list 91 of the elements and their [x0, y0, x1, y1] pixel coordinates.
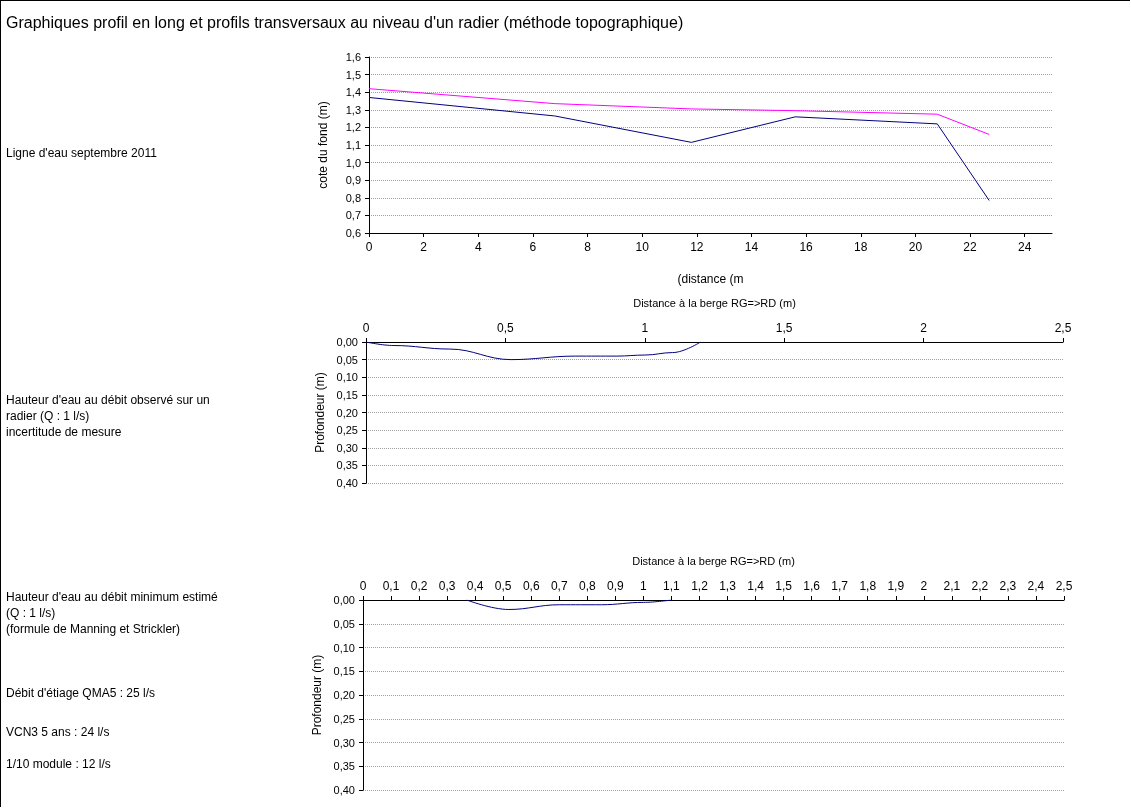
x-tick-label: 0,8 — [578, 579, 596, 593]
x-tick-label: 22 — [963, 240, 978, 254]
text: Ligne d'eau septembre 2011 — [6, 145, 158, 161]
y-tick-label: 0,30 — [336, 441, 358, 454]
y-tick-label: 0,35 — [333, 760, 355, 773]
y-axis-title: cote du fond (m) — [316, 101, 330, 189]
x-tick-label: 18 — [854, 240, 868, 254]
y-tick-label: 1,2 — [345, 121, 361, 134]
y-axis-title: Profondeur (m) — [309, 654, 324, 736]
y-tick-label: 0,40 — [333, 784, 355, 796]
y-tick-label: 0,05 — [333, 617, 355, 630]
y-tick-label: 0,7 — [345, 209, 361, 222]
x-tick-label: 1,8 — [859, 579, 877, 593]
y-axis-title: Profondeur (m) — [312, 372, 327, 453]
x-tick-label: 0,2 — [410, 579, 428, 593]
text: Hauteur d'eau au débit minimum estimé (Q : 1 l/s) (formule de Manning et Strickler) — [6, 589, 219, 637]
y-tick-label: 0,00 — [336, 336, 358, 348]
x-tick-label: 2,4 — [1027, 579, 1045, 593]
x-tick-label: 0,9 — [607, 579, 625, 593]
x-tick-label: 2,3 — [999, 579, 1017, 593]
x-tick-label: 0 — [365, 240, 373, 254]
x-tick-label: 2 — [920, 321, 928, 335]
x-tick-label: 2,1 — [943, 579, 961, 593]
x-tick-label: 8 — [584, 240, 592, 254]
y-tick-label: 0,20 — [336, 406, 358, 419]
x-tick-label: 24 — [1018, 240, 1032, 254]
x-tick-label: 0,7 — [550, 579, 568, 593]
y-tick-label: 0,40 — [336, 477, 358, 489]
y-tick-label: 0,15 — [336, 388, 358, 401]
x-tick-label: 0,6 — [522, 579, 540, 593]
y-tick-label: 0,20 — [333, 689, 355, 701]
y-tick-label: 0,10 — [336, 371, 358, 384]
y-tick-label: 0,35 — [336, 459, 358, 472]
x-tick-label: 2 — [420, 240, 428, 254]
text: VCN3 5 ans : 24 l/s — [6, 724, 111, 740]
chart-title: Graphiques profil en long et profils transversaux au niveau d'un radier (méthode topographique) — [6, 14, 684, 32]
y-tick-label: 0,8 — [345, 191, 361, 204]
x-tick-label: 0,4 — [466, 579, 484, 593]
x-tick-label: 10 — [635, 240, 650, 254]
x-tick-label: 0,3 — [438, 579, 456, 593]
x-tick-label: 1,3 — [719, 579, 737, 593]
x-tick-label: 2,5 — [1054, 321, 1072, 335]
y-tick-label: 0,25 — [333, 712, 355, 725]
x-tick-label: 1,1 — [663, 579, 681, 593]
x-tick-label: 2,2 — [971, 579, 989, 593]
x-tick-label: 1,9 — [887, 579, 905, 593]
y-tick-label: 1,3 — [345, 103, 361, 116]
text: Débit d'étiage QMA5 : 25 l/s — [6, 685, 157, 701]
line-series — [466, 599, 672, 610]
x-tick-label: 0,5 — [494, 579, 512, 593]
x-tick-label: 6 — [529, 240, 537, 254]
x-tick-label: 1 — [641, 321, 649, 335]
y-tick-label: 1,5 — [345, 68, 361, 81]
y-tick-label: 0,15 — [333, 665, 355, 678]
y-tick-label: 1,1 — [345, 139, 361, 151]
x-tick-label: 1,7 — [831, 579, 849, 593]
x-tick-label: 0 — [359, 579, 367, 593]
x-tick-label: 1,5 — [775, 579, 793, 593]
x-tick-label: 1,4 — [747, 579, 765, 593]
x-tick-label: 14 — [744, 240, 759, 254]
x-tick-label: 0 — [362, 321, 370, 335]
x-tick-label: 0,1 — [382, 579, 400, 593]
x-axis-title: Distance à la berge RG=>RD (m) — [632, 554, 795, 567]
x-tick-label: 1,2 — [691, 579, 709, 593]
x-tick-label: 4 — [474, 240, 482, 254]
line-series — [368, 88, 990, 135]
y-tick-label: 0,10 — [333, 641, 355, 654]
x-tick-label: 2,5 — [1055, 579, 1073, 593]
y-tick-label: 0,9 — [345, 174, 361, 187]
text: Hauteur d'eau au débit observé sur un radier (Q : 1 l/s) incertitude de mesure — [6, 392, 211, 440]
line-series — [368, 96, 990, 201]
text: 1/10 module : 12 l/s — [6, 756, 112, 772]
x-tick-label: 20 — [908, 240, 923, 254]
line-series — [365, 341, 702, 361]
y-tick-label: 0,00 — [333, 594, 355, 606]
y-tick-label: 1,6 — [345, 51, 361, 63]
x-tick-label: 0,5 — [497, 321, 515, 335]
x-tick-label: 1,6 — [803, 579, 821, 593]
y-tick-label: 0,25 — [336, 424, 358, 437]
x-tick-label: 16 — [799, 240, 814, 254]
x-tick-label: 12 — [690, 240, 704, 254]
x-tick-label: 1,5 — [775, 321, 793, 335]
x-tick-label: 2 — [920, 579, 928, 593]
x-tick-label: 1 — [640, 579, 648, 593]
y-tick-label: 1,4 — [345, 86, 361, 99]
x-axis-title: (distance (m — [677, 272, 744, 286]
x-axis-title: Distance à la berge RG=>RD (m) — [633, 296, 796, 309]
y-tick-label: 0,30 — [333, 736, 355, 749]
y-tick-label: 0,6 — [345, 227, 361, 239]
y-tick-label: 0,05 — [336, 353, 358, 366]
y-tick-label: 1,0 — [345, 156, 361, 169]
